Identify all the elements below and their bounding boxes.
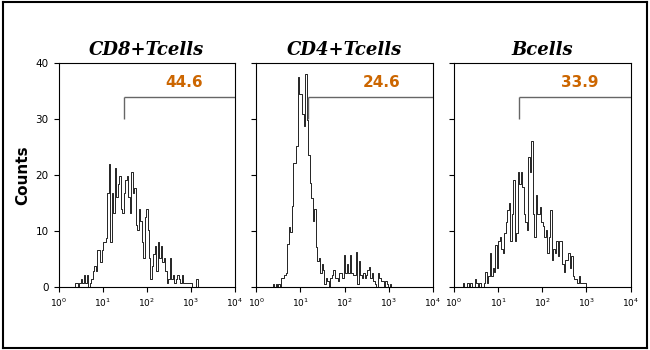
Title: CD8+Tcells: CD8+Tcells <box>89 41 204 59</box>
Title: Bcells: Bcells <box>512 41 573 59</box>
Title: CD4+Tcells: CD4+Tcells <box>287 41 402 59</box>
Text: 44.6: 44.6 <box>166 75 203 90</box>
Text: 24.6: 24.6 <box>363 75 401 90</box>
Y-axis label: Counts: Counts <box>15 145 30 205</box>
Text: 33.9: 33.9 <box>561 75 599 90</box>
